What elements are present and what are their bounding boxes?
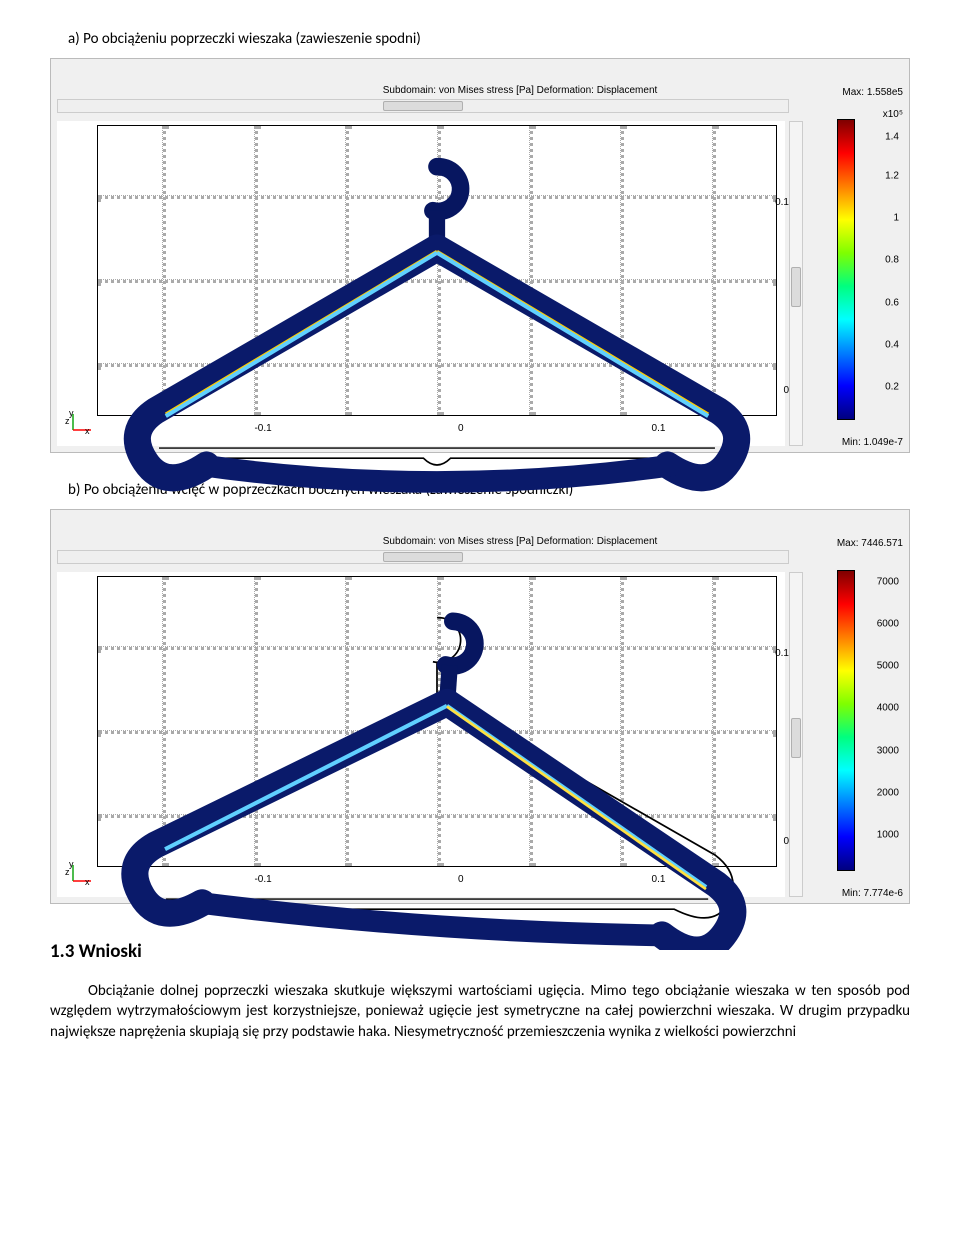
hanger-graphic-a bbox=[98, 126, 776, 499]
axis-indicator-icon: yzx bbox=[67, 412, 95, 436]
list-item-a: a) Po obciążeniu poprzeczki wieszaka (za… bbox=[68, 30, 910, 48]
plot-area-b: -0.1 0 0.1 0.1 0 yzx bbox=[57, 572, 785, 897]
colorbar-ticks-b: 7000 6000 5000 4000 3000 2000 1000 bbox=[859, 570, 899, 871]
colorbar-tick: 4000 bbox=[877, 703, 899, 714]
ytick: 0 bbox=[783, 836, 789, 847]
colorbar-ticks-a: 1.4 1.2 1 0.8 0.6 0.4 0.2 bbox=[859, 119, 899, 420]
min-label-b: Min: 7.774e-6 bbox=[842, 888, 903, 899]
paragraph-conclusions: Obciążanie dolnej poprzeczki wieszaka sk… bbox=[50, 981, 910, 1042]
colorbar-tick: 0.8 bbox=[885, 255, 899, 266]
ytick: 0.1 bbox=[775, 197, 789, 208]
colorbar-tick: 0.6 bbox=[885, 297, 899, 308]
ytick: 0.1 bbox=[775, 648, 789, 659]
colorbar-tick: 6000 bbox=[877, 619, 899, 630]
plot-area-a: -0.1 0 0.1 0.1 0 yzx bbox=[57, 121, 785, 446]
xtick: 0 bbox=[458, 874, 464, 885]
sim-title-a: Subdomain: von Mises stress [Pa] Deforma… bbox=[251, 85, 789, 96]
simulation-figure-b: Subdomain: von Mises stress [Pa] Deforma… bbox=[50, 509, 910, 904]
ytick: 0 bbox=[783, 385, 789, 396]
colorbar-b bbox=[837, 570, 855, 871]
colorbar-tick: 3000 bbox=[877, 745, 899, 756]
xtick: 0.1 bbox=[652, 423, 666, 434]
axis-indicator-icon: yzx bbox=[67, 863, 95, 887]
colorbar-tick: 2000 bbox=[877, 787, 899, 798]
max-label-b: Max: 7446.571 bbox=[837, 538, 903, 549]
colorbar-tick: 5000 bbox=[877, 661, 899, 672]
scrollbar-horizontal[interactable] bbox=[57, 550, 789, 564]
colorbar-tick: 0.4 bbox=[885, 339, 899, 350]
hanger-graphic-b bbox=[98, 577, 776, 950]
colorbar-tick: 1.4 bbox=[885, 132, 899, 143]
simulation-figure-a: Subdomain: von Mises stress [Pa] Deforma… bbox=[50, 58, 910, 453]
xtick: -0.1 bbox=[254, 874, 271, 885]
max-label-a: Max: 1.558e5 bbox=[842, 87, 903, 98]
colorbar-tick: 1.2 bbox=[885, 171, 899, 182]
scrollbar-vertical[interactable] bbox=[789, 572, 803, 897]
colorbar-a bbox=[837, 119, 855, 420]
colorbar-tick: 7000 bbox=[877, 577, 899, 588]
colorbar-tick: 0.2 bbox=[885, 381, 899, 392]
xtick: 0 bbox=[458, 423, 464, 434]
scrollbar-vertical[interactable] bbox=[789, 121, 803, 446]
scrollbar-horizontal[interactable] bbox=[57, 99, 789, 113]
min-label-a: Min: 1.049e-7 bbox=[842, 437, 903, 448]
colorbar-tick: 1000 bbox=[877, 829, 899, 840]
sim-title-b: Subdomain: von Mises stress [Pa] Deforma… bbox=[251, 536, 789, 547]
xtick: -0.1 bbox=[254, 423, 271, 434]
colorbar-tick: 1 bbox=[893, 213, 899, 224]
xtick: 0.1 bbox=[652, 874, 666, 885]
